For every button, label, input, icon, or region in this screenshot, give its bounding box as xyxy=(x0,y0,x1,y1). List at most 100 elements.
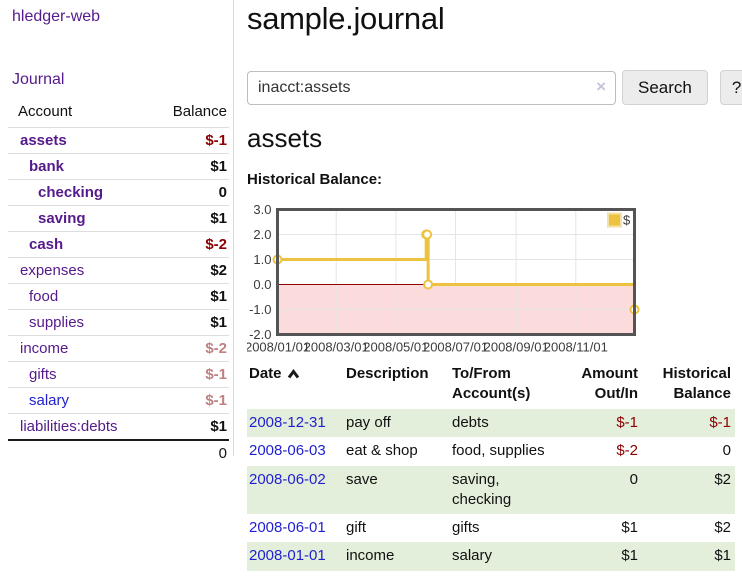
register-header-description: Description xyxy=(344,361,450,409)
legend-swatch xyxy=(608,214,621,227)
chart-heading: Historical Balance: xyxy=(247,171,382,188)
txn-amount: $1 xyxy=(562,514,642,542)
txn-date-link[interactable]: 2008-12-31 xyxy=(249,414,326,431)
account-heading: assets xyxy=(247,123,322,154)
txn-accounts: saving, checking xyxy=(450,466,562,515)
account-row: cash $-2 xyxy=(8,232,229,258)
txn-date-link[interactable]: 2008-06-02 xyxy=(249,471,326,488)
txn-accounts: debts xyxy=(450,409,562,437)
account-link-income[interactable]: income xyxy=(8,340,68,357)
account-balance: 0 xyxy=(154,180,229,206)
register-row: 2008-06-03 eat & shopfood, supplies$-20 xyxy=(247,437,735,465)
account-row: assets $-1 xyxy=(8,128,229,154)
txn-amount: $-1 xyxy=(562,409,642,437)
account-name-cell: cash xyxy=(8,232,154,258)
account-row: bank $1 xyxy=(8,154,229,180)
txn-description: eat & shop xyxy=(344,437,450,465)
account-balance: $-2 xyxy=(154,336,229,362)
account-total-value: 0 xyxy=(154,440,229,466)
register-row: 2008-06-02savesaving, checking0$2 xyxy=(247,466,735,515)
register-table: Date Description To/From Account(s) Amou… xyxy=(247,361,735,571)
txn-accounts: salary xyxy=(450,542,562,570)
account-link-salary[interactable]: salary xyxy=(8,392,69,409)
account-name-cell: expenses xyxy=(8,258,154,284)
x-tick-label: 2008/03/01 xyxy=(304,340,369,355)
account-link-cash[interactable]: cash xyxy=(8,236,63,253)
account-balance: $1 xyxy=(154,284,229,310)
y-tick-label: 2.0 xyxy=(253,227,271,242)
account-balance: $1 xyxy=(154,414,229,441)
txn-balance: $1 xyxy=(642,542,735,570)
account-row: supplies $1 xyxy=(8,310,229,336)
main-content: sample.journal × Search ? assets Histori… xyxy=(247,0,738,582)
account-row: liabilities:debts $1 xyxy=(8,414,229,441)
x-tick-label: 2008/01/01 xyxy=(247,340,310,355)
legend-label: $ xyxy=(623,213,631,228)
account-row: food $1 xyxy=(8,284,229,310)
search-form: × Search ? xyxy=(247,70,742,105)
account-balance: $1 xyxy=(154,154,229,180)
x-tick-label: 2008/05/01 xyxy=(363,340,428,355)
account-tree-header: Account Balance xyxy=(8,103,229,128)
page-title: sample.journal xyxy=(247,1,444,37)
account-link-food[interactable]: food xyxy=(8,288,58,305)
txn-date-link[interactable]: 2008-06-01 xyxy=(249,519,326,536)
account-link-checking[interactable]: checking xyxy=(8,184,103,201)
account-balance: $-2 xyxy=(154,232,229,258)
search-help-button[interactable]: ? xyxy=(720,70,742,105)
account-row: checking 0 xyxy=(8,180,229,206)
account-row: expenses$2 xyxy=(8,258,229,284)
data-point-marker xyxy=(424,281,432,289)
txn-balance: $-1 xyxy=(642,409,735,437)
x-tick-label: 2008/09/01 xyxy=(484,340,549,355)
historical-balance-chart[interactable]: 3.02.01.00.0-1.0-2.02008/01/012008/03/01… xyxy=(247,203,742,355)
account-link-saving[interactable]: saving xyxy=(8,210,86,227)
account-name-cell: checking xyxy=(8,180,154,206)
txn-amount: $-2 xyxy=(562,437,642,465)
search-input-wrap: × xyxy=(247,71,616,105)
search-button[interactable]: Search xyxy=(622,70,708,105)
clear-search-icon[interactable]: × xyxy=(596,78,606,96)
y-tick-label: 3.0 xyxy=(253,203,271,217)
txn-date-cell: 2008-01-01 xyxy=(247,542,344,570)
account-name-cell: saving xyxy=(8,206,154,232)
sort-asc-icon xyxy=(287,369,300,379)
txn-date-cell: 2008-06-03 xyxy=(247,437,344,465)
account-link-bank[interactable]: bank xyxy=(8,158,64,175)
total-spacer xyxy=(8,440,154,466)
account-row: income $-2 xyxy=(8,336,229,362)
txn-date-cell: 2008-06-01 xyxy=(247,514,344,542)
sidebar: hledger-web Journal Account Balance asse… xyxy=(0,0,234,456)
account-link-supplies[interactable]: supplies xyxy=(8,314,84,331)
txn-date-link[interactable]: 2008-06-03 xyxy=(249,442,326,459)
txn-description: income xyxy=(344,542,450,570)
register-row: 2008-06-01giftgifts$1$2 xyxy=(247,514,735,542)
txn-balance: 0 xyxy=(642,437,735,465)
register-header-date[interactable]: Date xyxy=(247,361,344,409)
register-row: 2008-01-01incomesalary$1$1 xyxy=(247,542,735,570)
account-balance: $-1 xyxy=(154,128,229,154)
account-name-cell: food xyxy=(8,284,154,310)
account-row: salary$-1 xyxy=(8,388,229,414)
register-header-row: Date Description To/From Account(s) Amou… xyxy=(247,361,735,409)
account-link-expenses[interactable]: expenses xyxy=(8,262,84,279)
sidebar-item-journal[interactable]: Journal xyxy=(12,71,64,89)
search-input[interactable] xyxy=(247,71,616,105)
app-brand-link[interactable]: hledger-web xyxy=(12,8,100,26)
txn-balance: $2 xyxy=(642,466,735,515)
account-name-cell: bank xyxy=(8,154,154,180)
data-point-marker xyxy=(423,231,431,239)
x-tick-label: 2008/11/01 xyxy=(544,340,608,355)
txn-accounts: food, supplies xyxy=(450,437,562,465)
account-link-liabilities-debts[interactable]: liabilities:debts xyxy=(8,418,118,435)
txn-date-cell: 2008-12-31 xyxy=(247,409,344,437)
txn-description: gift xyxy=(344,514,450,542)
txn-amount: $1 xyxy=(562,542,642,570)
account-row: gifts$-1 xyxy=(8,362,229,388)
account-link-gifts[interactable]: gifts xyxy=(8,366,57,383)
txn-date-link[interactable]: 2008-01-01 xyxy=(249,547,326,564)
account-link-assets[interactable]: assets xyxy=(8,132,67,149)
account-balance: $1 xyxy=(154,310,229,336)
account-name-cell: assets xyxy=(8,128,154,154)
x-tick-label: 2008/07/01 xyxy=(423,340,488,355)
